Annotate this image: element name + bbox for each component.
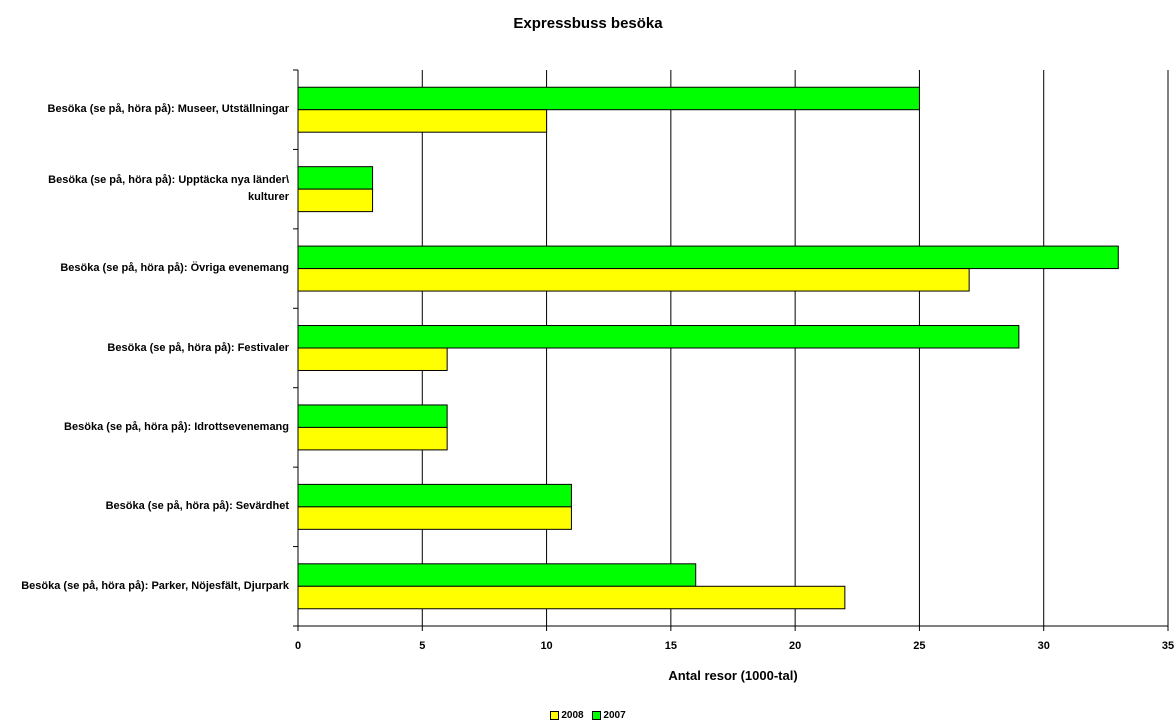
- x-axis-label: Antal resor (1000-tal): [668, 668, 798, 683]
- bar-2007-6: [297, 563, 697, 587]
- bar-2008-6: [297, 585, 846, 610]
- category-label-3: Besöka (se på, höra på): Festivaler: [107, 341, 289, 354]
- bar-2007-0: [297, 86, 920, 111]
- category-label-0: Besöka (se på, höra på): Museer, Utställ…: [47, 103, 289, 116]
- bar-2007-3: [297, 325, 1020, 349]
- legend-label-2007: 2007: [603, 710, 626, 721]
- legend: 2008 2007: [0, 710, 1176, 723]
- category-label-4: Besöka (se på, höra på): Idrottseveneman…: [64, 420, 289, 433]
- x-tick-label-5: 5: [419, 640, 426, 652]
- category-label-2: Besöka (se på, höra på): Övriga eveneman…: [60, 262, 289, 275]
- x-tick-label-25: 25: [913, 640, 926, 652]
- legend-item-2007: 2007: [592, 710, 626, 721]
- bar-2008-2: [297, 268, 970, 292]
- x-tick-label-20: 20: [789, 640, 802, 652]
- x-tick-label-0: 0: [294, 640, 302, 652]
- category-label-5: Besöka (se på, höra på): Sevärdhet: [105, 500, 289, 513]
- bar-2008-5: [297, 506, 572, 530]
- legend-swatch-2007: [592, 711, 602, 720]
- legend-swatch-2008: [550, 711, 560, 720]
- x-tick-label-30: 30: [1037, 640, 1050, 652]
- x-tick-label-10: 10: [540, 640, 553, 652]
- bar-2007-4: [297, 404, 448, 428]
- bar-2008-0: [297, 109, 548, 133]
- bar-2007-2: [297, 245, 1119, 270]
- bar-2008-4: [297, 426, 448, 451]
- x-tick-label-15: 15: [664, 640, 677, 652]
- legend-label-2008: 2008: [561, 710, 584, 721]
- legend-item-2008: 2008: [550, 710, 584, 721]
- bar-2008-3: [297, 347, 448, 371]
- category-label-1: Besöka (se på, höra på): Upptäcka nya lä…: [48, 174, 289, 204]
- category-label-6: Besöka (se på, höra på): Parker, Nöjesfä…: [21, 579, 289, 592]
- bar-2007-5: [297, 483, 572, 508]
- x-tick-label-35: 35: [1161, 640, 1175, 652]
- bar-2008-1: [297, 188, 374, 213]
- chart-title: Expressbuss besöka: [513, 15, 663, 32]
- bar-2007-1: [297, 166, 374, 190]
